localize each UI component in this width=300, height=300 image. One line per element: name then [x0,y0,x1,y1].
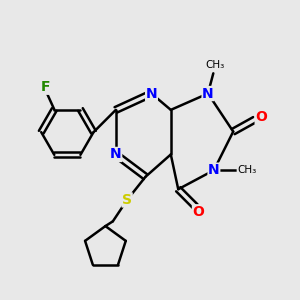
Text: N: N [202,86,214,100]
Text: N: N [146,86,157,100]
Text: O: O [255,110,267,124]
Text: CH₃: CH₃ [205,60,224,70]
Text: O: O [193,205,204,219]
Text: S: S [122,193,132,207]
Text: N: N [110,148,122,161]
Text: CH₃: CH₃ [237,165,256,175]
Text: N: N [208,163,220,177]
Text: F: F [41,80,51,94]
